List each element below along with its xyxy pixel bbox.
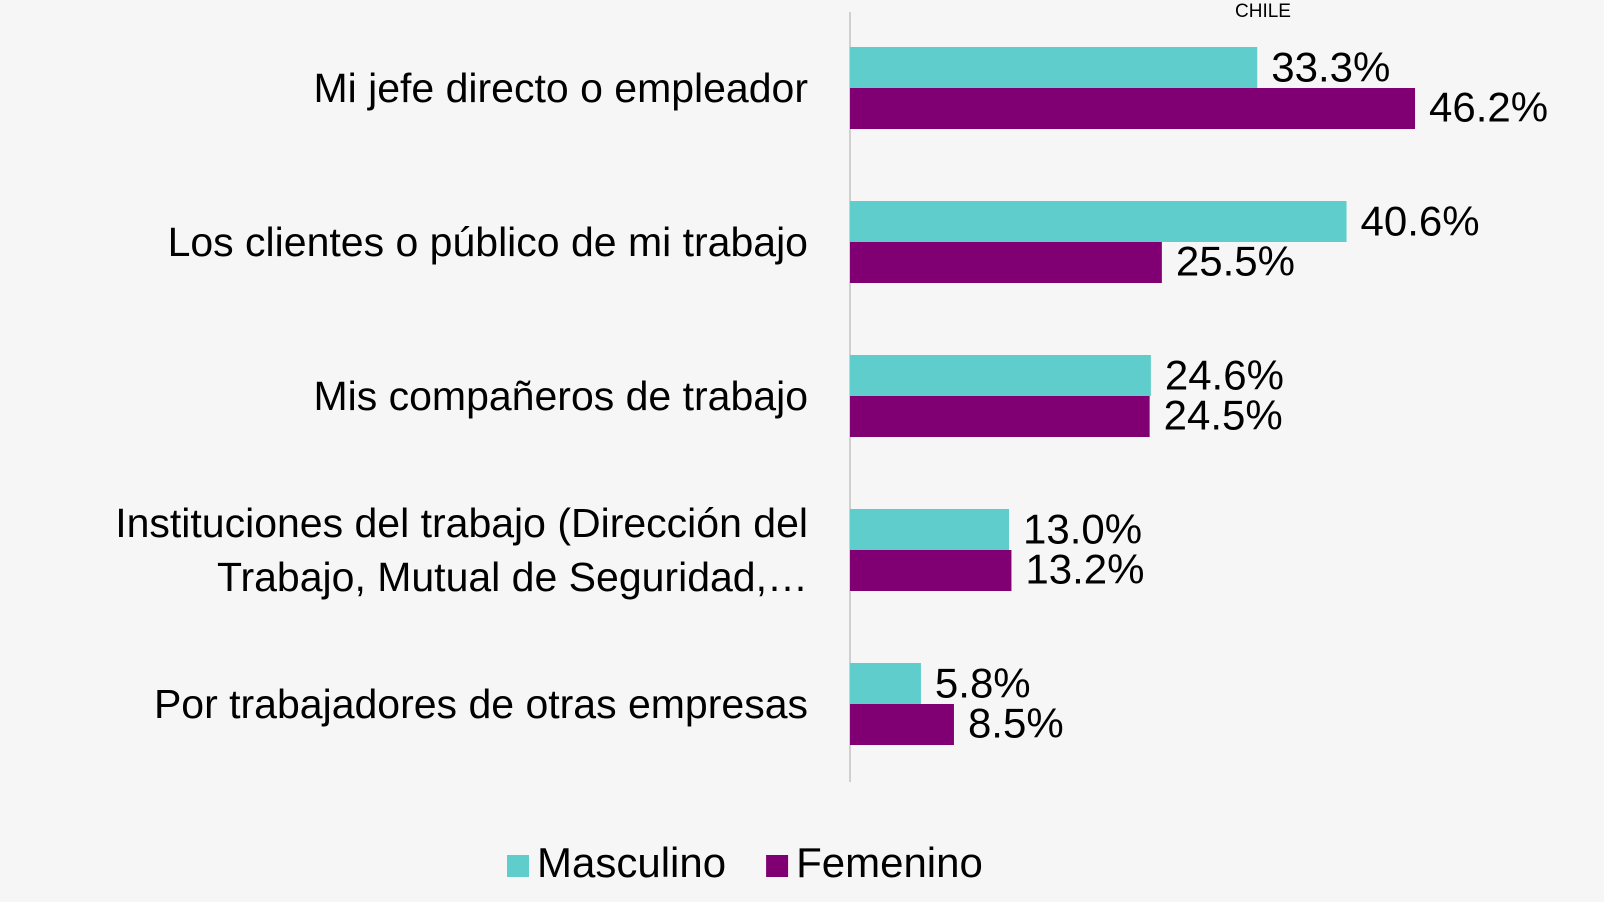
category-label: Los clientes o público de mi trabajo (167, 219, 808, 265)
category-label: Instituciones del trabajo (Dirección del… (115, 500, 808, 600)
data-label: 13.2% (1025, 546, 1144, 593)
data-label: 24.6% (1165, 352, 1284, 399)
data-label: 24.5% (1164, 392, 1283, 439)
legend-swatch (507, 855, 529, 877)
bar (850, 242, 1162, 283)
data-label: 40.6% (1361, 198, 1480, 245)
category-label: Por trabajadores de otras empresas (153, 681, 808, 727)
data-label: 13.0% (1023, 506, 1142, 553)
legend-swatch (766, 855, 789, 877)
category-label: Mi jefe directo o empleador (313, 65, 808, 111)
bar (850, 47, 1258, 88)
legend-label: Femenino (796, 839, 983, 886)
data-label: 5.8% (935, 660, 1031, 707)
data-label: 8.5% (968, 700, 1064, 747)
category-label: Mis compañeros de trabajo (313, 373, 808, 419)
bar (850, 355, 1151, 396)
data-label: 46.2% (1429, 84, 1548, 131)
data-label: 25.5% (1176, 238, 1295, 285)
bar (850, 88, 1416, 129)
bar (850, 704, 954, 745)
annotation: CHILE (1235, 1, 1291, 22)
legend-label: Masculino (537, 839, 726, 886)
bar (850, 550, 1012, 591)
data-label: 33.3% (1271, 44, 1390, 91)
bar (850, 663, 921, 704)
bar (850, 509, 1009, 550)
bar (850, 201, 1347, 242)
bar (850, 396, 1150, 437)
